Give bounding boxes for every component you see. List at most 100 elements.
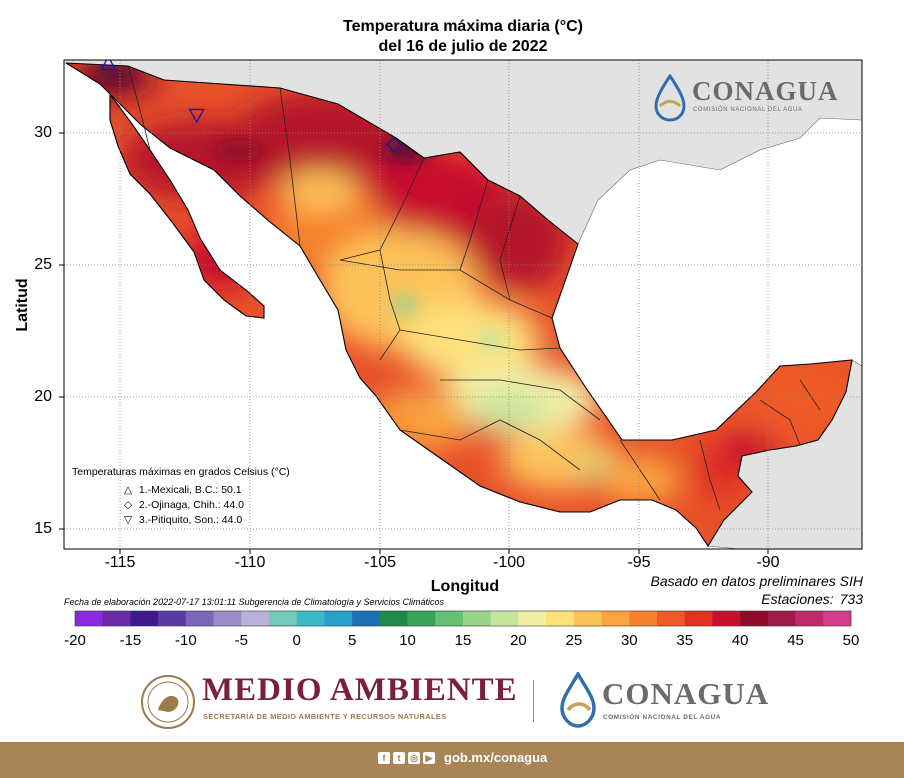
colorbar-swatch [407, 611, 436, 626]
colorbar-swatch [130, 611, 159, 626]
colorbar-swatch [241, 611, 270, 626]
colorbar-swatch [379, 611, 408, 626]
lat-lon-grid [64, 60, 862, 549]
map-frame [63, 59, 863, 550]
y-tick-label: 30 [34, 124, 52, 141]
colorbar [74, 610, 852, 627]
footer-logos: MEDIO AMBIENTE SECRETARÍA DE MEDIO AMBIE… [0, 670, 904, 730]
social-links: f t ◎ ▶ gob.mx/conagua [378, 750, 547, 765]
facebook-icon[interactable]: f [378, 751, 390, 764]
conagua-footer-logo: CONAGUA COMISIÓN NACIONAL DEL AGUA [556, 672, 786, 728]
colorbar-tick-label: 35 [676, 632, 694, 649]
triangle-up-icon: △ [124, 484, 133, 496]
conagua-wordmark: CONAGUA [602, 676, 770, 711]
colorbar-swatch [684, 611, 713, 626]
colorbar-tick-label: 20 [510, 632, 527, 649]
y-tick-label: 20 [34, 388, 52, 405]
conagua-wordmark: CONAGUA [692, 76, 839, 106]
stations-count: Estaciones: 733 [755, 591, 863, 607]
colorbar-tick-label: 45 [787, 632, 804, 649]
colorbar-swatch [712, 611, 741, 626]
colorbar-tick-label: 40 [731, 632, 749, 649]
station-marker-diamond [386, 136, 403, 153]
colorbar-tick-label: 50 [842, 632, 860, 649]
legend-item: ▽ 3.-Pitiquito, Son.: 44.0 [124, 513, 290, 528]
twitter-icon[interactable]: t [393, 751, 405, 764]
temperature-map [59, 59, 863, 627]
colorbar-swatch [823, 611, 852, 626]
x-tick-label: -100 [492, 554, 526, 571]
station-marker-triangle-down [188, 108, 205, 124]
stations-legend: Temperaturas máximas en grados Celsius (… [72, 466, 290, 528]
axis-ticks [59, 132, 769, 554]
colorbar-swatch [269, 611, 298, 626]
x-tick-label: -115 [104, 554, 136, 571]
x-tick-label: -90 [756, 554, 780, 571]
colorbar-swatch [795, 611, 824, 626]
state-borders [127, 65, 821, 511]
colorbar-swatch [657, 611, 686, 626]
x-tick-label: -110 [234, 554, 266, 571]
colorbar-tick-label: -10 [175, 632, 197, 649]
colorbar-tick-label: -15 [119, 632, 142, 649]
legend-item-text: 3.-Pitiquito, Son.: 44.0 [138, 514, 243, 526]
colorbar-swatch [573, 611, 602, 626]
colorbar-swatch [213, 611, 242, 626]
colorbar-tick-label: 25 [565, 632, 583, 649]
youtube-icon[interactable]: ▶ [423, 751, 435, 764]
y-tick-label: 25 [34, 256, 52, 273]
colorbar-swatch [518, 611, 547, 626]
colorbar-tick-label: 15 [454, 632, 472, 649]
colorbar-swatch [296, 611, 325, 626]
map-title: Temperatura máxima diaria (°C) [343, 18, 583, 35]
creation-date-note: Fecha de elaboración 2022-07-17 13:01:11… [64, 597, 445, 607]
instagram-icon[interactable]: ◎ [408, 751, 420, 764]
semarnat-title: MEDIO AMBIENTE [202, 672, 518, 708]
conagua-subtitle: COMISIÓN NACIONAL DEL AGUA [603, 714, 722, 721]
colorbar-swatch [740, 611, 769, 626]
y-tick-label: 15 [34, 520, 52, 537]
colorbar-tick-label: 30 [620, 632, 638, 649]
colorbar-frame [74, 610, 852, 627]
station-marker-triangle-up [100, 60, 117, 71]
legend-item: ◇ 2.-Ojinaga, Chih.: 44.0 [124, 498, 290, 513]
conagua-subtitle: COMISIÓN NACIONAL DEL AGUA [693, 107, 803, 113]
water-drop-icon [560, 672, 596, 728]
x-tick-label: -95 [627, 554, 651, 571]
mexico-coat-of-arms-icon [141, 675, 195, 729]
map-frame-content [64, 60, 862, 549]
legend-item: △ 1.-Mexicali, B.C.: 50.1 [124, 483, 290, 498]
colorbar-tick-label: -20 [64, 632, 86, 649]
legend-title: Temperaturas máximas en grados Celsius (… [72, 466, 290, 478]
colorbar-swatch [601, 611, 630, 626]
x-axis-label: Longitud [430, 578, 500, 595]
colorbar-swatch [352, 611, 381, 626]
y-axis-label: Latitud [14, 278, 31, 332]
colorbar-tick-label: 5 [347, 632, 357, 649]
data-basis-note: Basado en datos preliminares SIH [650, 573, 863, 589]
stations-label: Estaciones: [761, 591, 834, 607]
colorbar-tick-label: 0 [292, 632, 301, 649]
colorbar-swatch [546, 611, 575, 626]
logo-divider [533, 680, 534, 722]
station-markers [100, 60, 403, 153]
colorbar-swatch [463, 611, 492, 626]
colorbar-swatch [629, 611, 658, 626]
conagua-map-logo: CONAGUA COMISIÓN NACIONAL DEL AGUA [650, 74, 840, 122]
colorbar-swatch [435, 611, 464, 626]
colorbar-swatch [75, 611, 104, 626]
map-date-subtitle: del 16 de julio de 2022 [378, 38, 548, 55]
diamond-icon: ◇ [124, 499, 133, 511]
x-tick-label: -105 [363, 554, 397, 571]
semarnat-subtitle: SECRETARÍA DE MEDIO AMBIENTE Y RECURSOS … [203, 712, 447, 721]
colorbar-tick-label: -5 [234, 632, 248, 649]
colorbar-swatch [185, 611, 214, 626]
colorbar-swatch [767, 611, 796, 626]
legend-item-text: 2.-Ojinaga, Chih.: 44.0 [138, 499, 244, 511]
colorbar-swatch [102, 611, 131, 626]
colorbar-swatch [324, 611, 353, 626]
triangle-down-icon: ▽ [124, 514, 133, 526]
website-link[interactable]: gob.mx/conagua [444, 750, 548, 765]
coastline [65, 62, 853, 548]
footer-bar: f t ◎ ▶ gob.mx/conagua [0, 742, 904, 778]
